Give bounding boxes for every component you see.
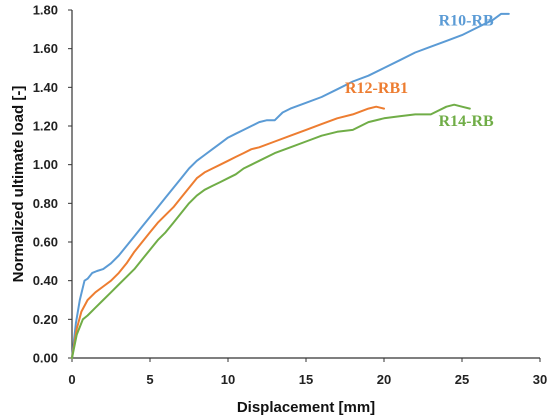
series-line-r10-rb — [71, 12, 510, 359]
y-tick-label: 1.20 — [33, 119, 58, 134]
series-line-r12-rb1 — [71, 105, 385, 359]
tick-marks — [68, 9, 541, 362]
x-tick-label: 25 — [455, 372, 469, 387]
y-axis-title: Normalized ultimate load [-] — [10, 86, 27, 283]
y-tick-label: 0.20 — [33, 312, 58, 327]
x-axis-title: Displacement [mm] — [237, 399, 375, 416]
series-line-r14-rb — [71, 103, 471, 359]
series-label-r14-rb: R14-RB — [439, 113, 494, 130]
y-tick-label: 1.00 — [33, 157, 58, 172]
y-tick-label: 1.80 — [33, 3, 58, 18]
y-tick-label: 0.80 — [33, 196, 58, 211]
y-tick-label: 1.60 — [33, 41, 58, 56]
y-tick-labels: 0.00 0.20 0.40 0.60 0.80 1.00 1.20 1.40 1.60 1.80 — [33, 3, 58, 366]
x-tick-label: 5 — [146, 372, 153, 387]
x-tick-label: 15 — [299, 372, 313, 387]
y-tick-label: 0.60 — [33, 235, 58, 250]
series-label-r10-rb: R10-RB — [439, 12, 494, 29]
series-lines — [71, 12, 510, 359]
y-tick-label: 0.00 — [33, 351, 58, 366]
x-tick-label: 30 — [533, 372, 547, 387]
x-tick-label: 10 — [221, 372, 235, 387]
x-tick-label: 20 — [377, 372, 391, 387]
x-tick-label: 0 — [68, 372, 75, 387]
series-labels: R10-RB R12-RB1 R14-RB — [345, 12, 494, 130]
y-tick-label: 1.40 — [33, 80, 58, 95]
x-tick-labels: 0 5 10 15 20 25 30 — [68, 372, 547, 387]
series-label-r12-rb1: R12-RB1 — [345, 80, 408, 97]
y-tick-label: 0.40 — [33, 273, 58, 288]
